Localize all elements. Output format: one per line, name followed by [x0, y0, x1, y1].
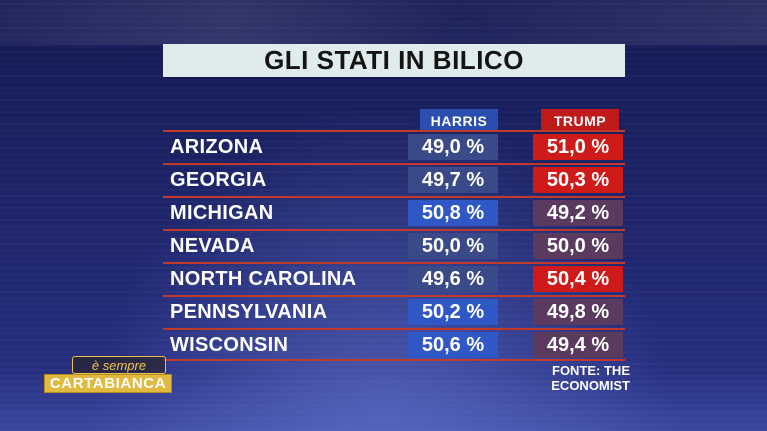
column-header-harris: HARRIS — [420, 109, 498, 132]
background-light-band — [0, 0, 767, 45]
logo-tagline: è sempre — [72, 356, 166, 374]
state-name: ARIZONA — [170, 136, 264, 158]
state-name: NORTH CAROLINA — [170, 268, 357, 290]
show-logo: è sempre CARTABIANCA — [44, 355, 174, 395]
state-name: NEVADA — [170, 235, 255, 257]
state-name: MICHIGAN — [170, 202, 274, 224]
trump-value: 49,2 % — [533, 200, 623, 226]
logo-wordmark: CARTABIANCA — [44, 374, 172, 393]
harris-value: 50,6 % — [408, 332, 498, 358]
trump-value: 49,8 % — [533, 299, 623, 325]
source-note: FONTE: THE ECONOMIST — [551, 363, 630, 393]
trump-value: 50,3 % — [533, 167, 623, 193]
row-divider — [163, 295, 625, 297]
table-row: ARIZONA 49,0 % 51,0 % — [163, 130, 625, 163]
table-row: NEVADA 50,0 % 50,0 % — [163, 229, 625, 262]
table-row: PENNSYLVANIA 50,2 % 49,8 % — [163, 295, 625, 328]
table-row: GEORGIA 49,7 % 50,3 % — [163, 163, 625, 196]
page-title: GLI STATI IN BILICO — [264, 45, 524, 75]
row-divider — [163, 130, 625, 132]
harris-value: 49,7 % — [408, 167, 498, 193]
state-name: WISCONSIN — [170, 334, 289, 356]
table-row: NORTH CAROLINA 49,6 % 50,4 % — [163, 262, 625, 295]
results-table: ARIZONA 49,0 % 51,0 % GEORGIA 49,7 % 50,3 % MI… — [163, 130, 625, 361]
trump-value: 49,4 % — [533, 332, 623, 358]
harris-value: 50,2 % — [408, 299, 498, 325]
harris-value: 49,6 % — [408, 266, 498, 292]
table-row: WISCONSIN 50,6 % 49,4 % — [163, 328, 625, 361]
row-divider — [163, 163, 625, 165]
trump-value: 50,4 % — [533, 266, 623, 292]
column-header-trump: TRUMP — [541, 109, 619, 132]
trump-value: 50,0 % — [533, 233, 623, 259]
row-divider — [163, 229, 625, 231]
trump-value: 51,0 % — [533, 134, 623, 160]
title-banner: GLI STATI IN BILICO — [163, 44, 625, 77]
row-divider — [163, 262, 625, 264]
harris-value: 49,0 % — [408, 134, 498, 160]
table-row: MICHIGAN 50,8 % 49,2 % — [163, 196, 625, 229]
row-divider — [163, 328, 625, 330]
row-divider — [163, 359, 625, 361]
harris-value: 50,8 % — [408, 200, 498, 226]
state-name: GEORGIA — [170, 169, 267, 191]
row-divider — [163, 196, 625, 198]
harris-value: 50,0 % — [408, 233, 498, 259]
state-name: PENNSYLVANIA — [170, 301, 328, 323]
